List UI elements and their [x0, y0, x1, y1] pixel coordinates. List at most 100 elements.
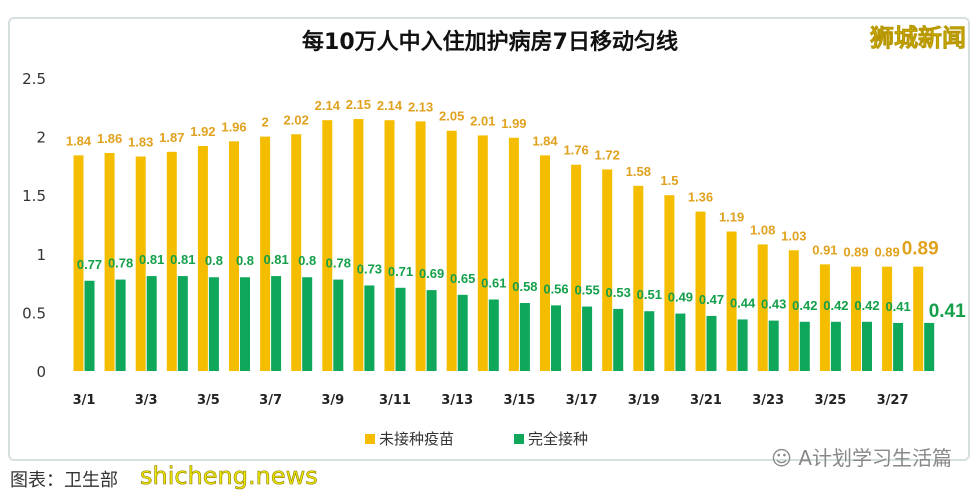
legend-label: 完全接种 [528, 430, 589, 448]
bar [291, 134, 302, 371]
bar [488, 299, 499, 371]
bar [830, 321, 841, 371]
bar [426, 290, 437, 371]
x-tick-label: 3/11 [379, 393, 411, 408]
x-tick-label: 3/13 [441, 393, 473, 408]
data-label: 1.76 [563, 143, 588, 158]
bar [571, 164, 582, 371]
data-label: 0.81 [263, 252, 288, 267]
brand-logo: 狮城新闻 [870, 24, 967, 53]
bar [208, 277, 219, 371]
y-tick-label: 2 [36, 129, 46, 147]
bar [757, 244, 768, 371]
legend: 未接种疫苗 完全接种 [365, 428, 588, 449]
bar [519, 303, 530, 371]
bar [166, 151, 177, 371]
bar [260, 136, 271, 371]
data-label: 0.58 [512, 279, 537, 294]
bar [353, 119, 364, 372]
data-label: 1.72 [595, 147, 620, 162]
bar [613, 308, 624, 371]
bar [924, 322, 935, 371]
data-label: 0.41 [885, 299, 910, 314]
data-label: 0.51 [637, 287, 662, 302]
bar [302, 277, 313, 371]
bar [582, 306, 593, 371]
bar [633, 185, 644, 371]
data-label: 0.41 [929, 301, 966, 322]
data-label: 0.44 [730, 295, 756, 310]
data-label: 0.8 [236, 253, 254, 268]
x-tick-label: 3/15 [503, 393, 535, 408]
data-label: 1.87 [159, 130, 184, 145]
bar [84, 280, 95, 371]
data-label: 0.49 [668, 290, 693, 305]
bar [135, 156, 146, 371]
bar [644, 311, 655, 371]
data-label: 0.89 [843, 245, 868, 260]
data-label: 0.56 [543, 281, 568, 296]
bar [229, 141, 239, 371]
x-tick-label: 3/3 [135, 393, 158, 408]
bar [177, 276, 188, 371]
data-label: 1.84 [532, 133, 558, 148]
data-label: 0.55 [574, 283, 599, 298]
bar [333, 279, 344, 371]
bar [819, 264, 830, 371]
data-label: 1.08 [750, 222, 775, 237]
bar [675, 313, 686, 371]
bar [73, 155, 84, 371]
bar [240, 277, 250, 371]
bar [364, 285, 375, 371]
bar [913, 266, 924, 371]
bar [664, 195, 675, 371]
bar [602, 169, 613, 371]
x-tick-label: 3/17 [566, 393, 598, 408]
data-label: 2.14 [377, 98, 403, 113]
data-label: 0.73 [357, 261, 382, 276]
bar [395, 287, 406, 371]
y-tick-label: 2.5 [22, 70, 46, 88]
x-tick-label: 3/9 [321, 393, 344, 408]
legend-swatch [365, 434, 375, 444]
bar [768, 320, 779, 371]
bar [508, 137, 519, 371]
bar [695, 211, 706, 371]
bar [726, 231, 737, 371]
data-label: 1.86 [97, 131, 122, 146]
data-label: 1.96 [221, 119, 246, 134]
data-label: 0.77 [77, 257, 102, 272]
data-label: 0.42 [854, 298, 879, 313]
data-label: 0.53 [606, 285, 631, 300]
data-label: 0.81 [139, 252, 164, 267]
data-label: 0.8 [205, 253, 223, 268]
bar [322, 120, 333, 371]
x-tick-label: 3/21 [690, 393, 722, 408]
legend-label: 未接种疫苗 [379, 430, 455, 448]
data-label: 1.03 [781, 228, 806, 243]
wechat-label: A计划学习生活篇 [798, 446, 952, 470]
data-label: 0.91 [812, 242, 837, 257]
bar [415, 121, 426, 371]
data-label: 1.92 [190, 124, 215, 139]
data-label: 2.14 [315, 98, 341, 113]
data-label: 1.84 [66, 133, 92, 148]
data-label: 0.78 [108, 256, 133, 271]
y-tick-label: 1 [36, 246, 46, 264]
x-tick-label: 3/7 [259, 393, 282, 408]
bar [457, 294, 468, 371]
data-label: 0.65 [450, 271, 475, 286]
watermark: shicheng.news [140, 462, 318, 491]
data-label: 0.71 [388, 264, 413, 279]
data-label: 0.42 [792, 298, 817, 313]
data-label: 2.05 [439, 109, 464, 124]
data-label: 1.19 [719, 210, 744, 225]
bar [862, 321, 872, 371]
x-tick-label: 3/5 [197, 393, 220, 408]
source-note: 图表：卫生部 [10, 470, 118, 491]
data-label: 2.02 [284, 112, 309, 127]
data-label: 1.58 [626, 164, 651, 179]
data-label: 0.42 [823, 298, 848, 313]
bar [146, 276, 157, 371]
